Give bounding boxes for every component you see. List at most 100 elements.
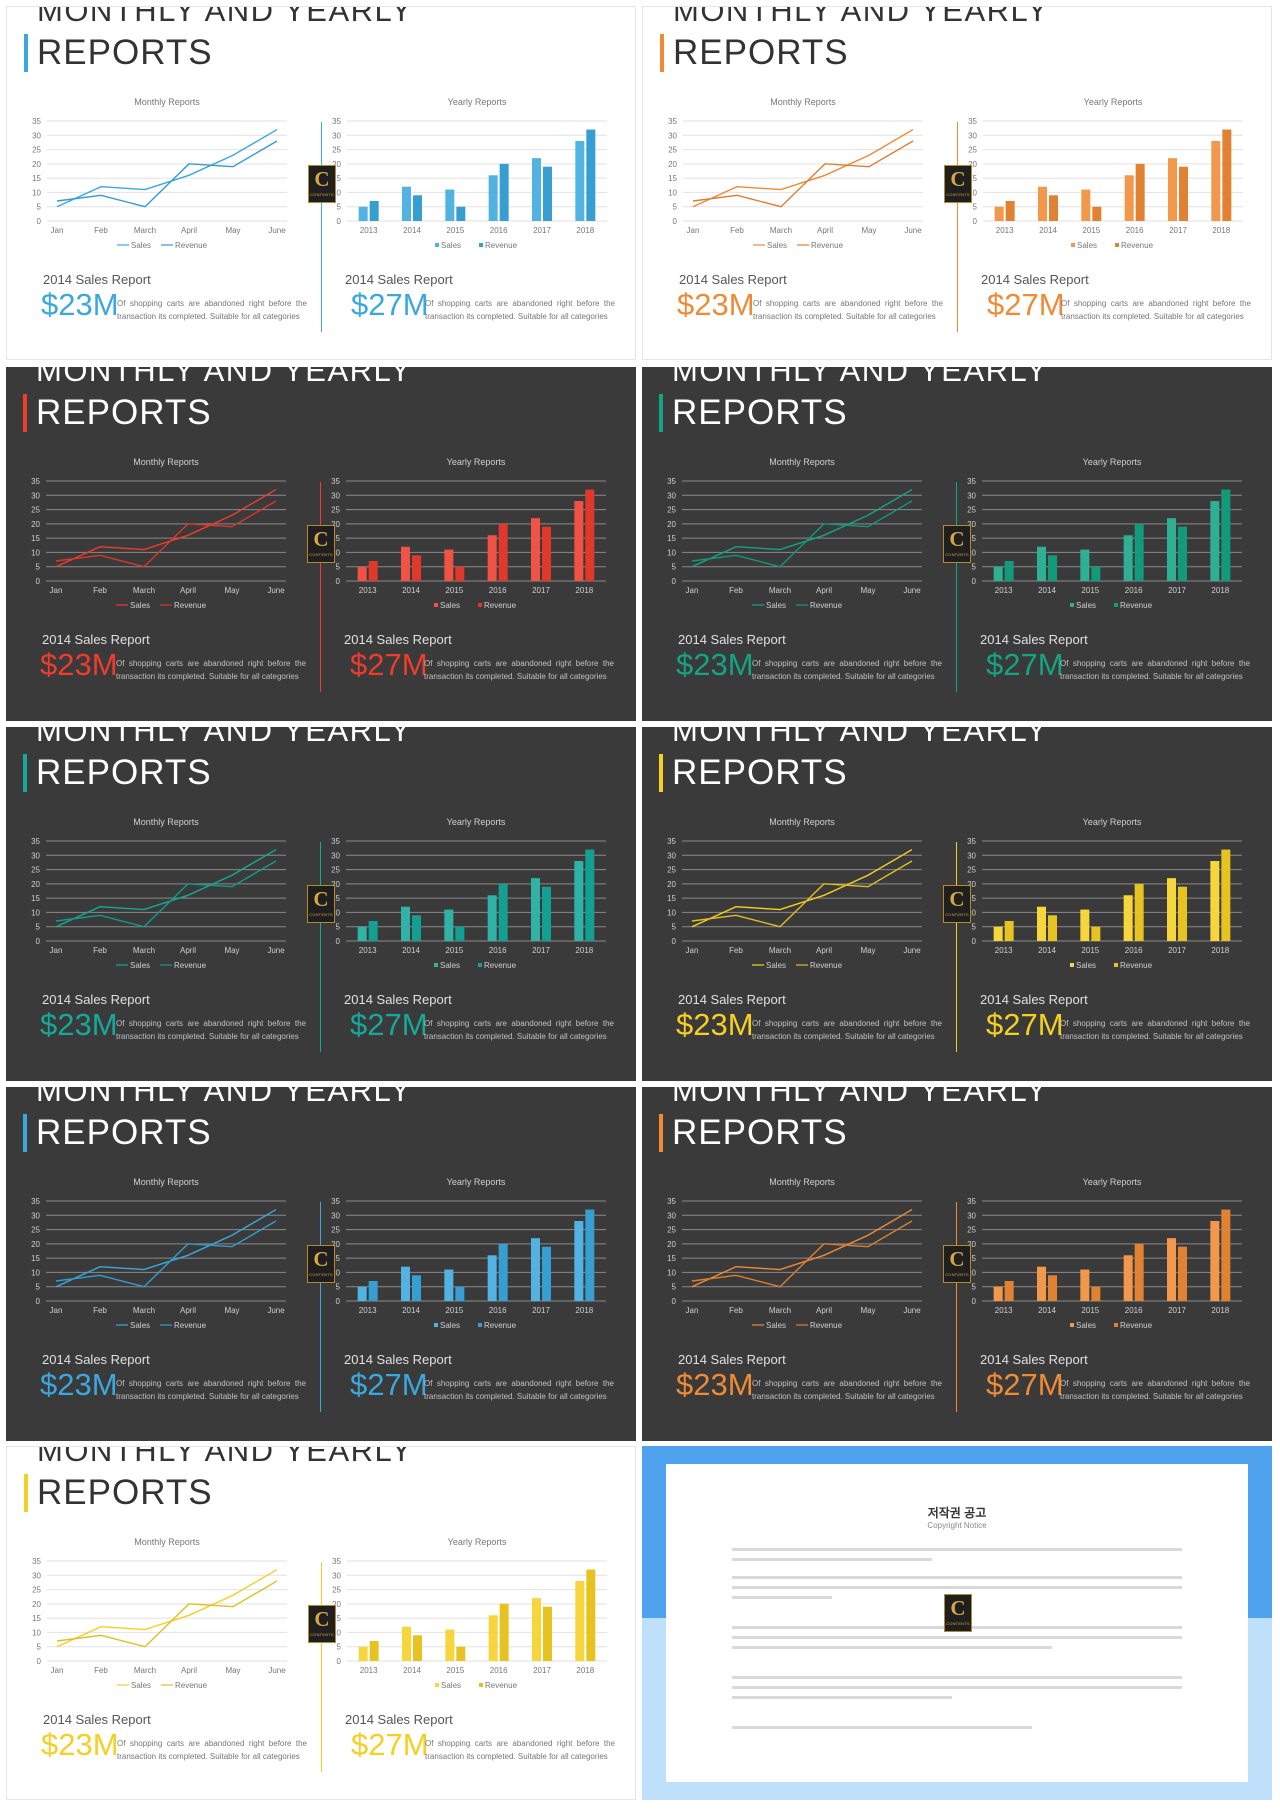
y-tick-label: 25 bbox=[967, 1226, 976, 1235]
logo-word: CONTENTS bbox=[309, 1272, 333, 1277]
chart-title: Yearly Reports bbox=[1083, 817, 1142, 827]
x-tick-label: 2017 bbox=[1168, 586, 1186, 595]
y-tick-label: 25 bbox=[32, 146, 41, 155]
chart-title: Yearly Reports bbox=[447, 457, 506, 467]
x-tick-label: Feb bbox=[93, 586, 107, 595]
y-tick-label: 5 bbox=[337, 1643, 342, 1652]
x-tick-label: 2015 bbox=[445, 586, 463, 595]
chart-title: Yearly Reports bbox=[1084, 97, 1143, 107]
x-tick-label: May bbox=[860, 586, 875, 595]
x-tick-label: April bbox=[180, 1306, 196, 1315]
legend-swatch bbox=[1071, 243, 1075, 247]
y-tick-label: 10 bbox=[332, 1628, 341, 1637]
y-tick-label: 30 bbox=[32, 131, 41, 140]
x-tick-label: Jan bbox=[50, 586, 63, 595]
y-tick-label: 0 bbox=[336, 1297, 341, 1306]
y-tick-label: 20 bbox=[32, 160, 41, 169]
bar-sales bbox=[401, 546, 410, 581]
bar-sales bbox=[1123, 895, 1133, 941]
x-tick-label: May bbox=[225, 1666, 240, 1675]
x-tick-label: 2013 bbox=[359, 946, 377, 955]
left-description: Of shopping carts are abandoned right be… bbox=[752, 1019, 942, 1041]
left-report-title: 2014 Sales Report bbox=[42, 1352, 150, 1367]
bar-revenue bbox=[368, 1281, 378, 1301]
y-tick-label: 25 bbox=[331, 866, 340, 875]
line-series-sales bbox=[691, 848, 913, 928]
y-tick-label: 25 bbox=[667, 866, 676, 875]
y-tick-label: 25 bbox=[32, 1586, 41, 1595]
bar-sales bbox=[357, 926, 367, 941]
y-tick-label: 20 bbox=[667, 880, 676, 889]
left-description: Of shopping carts are abandoned right be… bbox=[117, 299, 307, 321]
bar-sales bbox=[444, 1269, 454, 1301]
contents-logo: C CONTENTS bbox=[308, 165, 336, 203]
left-report-title: 2014 Sales Report bbox=[42, 992, 150, 1007]
logo-word: CONTENTS bbox=[945, 1272, 969, 1277]
y-tick-label: 15 bbox=[331, 1254, 340, 1263]
title-accent-bar bbox=[23, 754, 27, 792]
y-tick-label: 30 bbox=[31, 491, 40, 500]
bar-sales bbox=[575, 141, 585, 221]
report-slide: MONTHLY AND YEARLY REPORTS 0 5 10 15 20 25 30 35 M… bbox=[642, 727, 1272, 1081]
bar-sales bbox=[1037, 906, 1046, 941]
bar-sales bbox=[445, 189, 455, 221]
bar-revenue bbox=[413, 1635, 422, 1661]
y-tick-label: 30 bbox=[668, 131, 677, 140]
y-tick-label: 10 bbox=[32, 1628, 41, 1637]
line-series-revenue bbox=[56, 1580, 278, 1648]
chart-title: Monthly Reports bbox=[133, 817, 199, 827]
logo-letter: C bbox=[949, 527, 965, 551]
notice-body-text bbox=[732, 1548, 1182, 1729]
line-series-revenue bbox=[55, 860, 277, 928]
x-tick-label: 2013 bbox=[996, 226, 1014, 235]
logo-letter: C bbox=[314, 1607, 330, 1631]
y-tick-label: 0 bbox=[672, 1297, 677, 1306]
bar-revenue bbox=[455, 926, 465, 941]
legend-swatch bbox=[1114, 603, 1118, 607]
notice-card: 저작권 공고 Copyright Notice C CONTENTS bbox=[666, 1464, 1248, 1782]
logo-word: CONTENTS bbox=[945, 552, 969, 557]
y-tick-label: 10 bbox=[332, 188, 341, 197]
x-tick-label: 2013 bbox=[360, 226, 378, 235]
bar-revenue bbox=[412, 555, 421, 581]
charts-area: 0 5 10 15 20 25 30 35 Monthly Reports Jan Feb March… bbox=[667, 817, 1242, 970]
x-tick-label: 2015 bbox=[445, 946, 463, 955]
charts-area: 0 5 10 15 20 25 30 35 Monthly Reports Jan Feb March… bbox=[32, 1537, 607, 1690]
y-tick-label: 15 bbox=[967, 1254, 976, 1263]
x-tick-label: June bbox=[268, 226, 286, 235]
legend-label-sales: Sales bbox=[441, 1681, 461, 1690]
y-tick-label: 35 bbox=[967, 1197, 976, 1206]
legend-label-sales: Sales bbox=[440, 1321, 460, 1330]
bar-sales bbox=[531, 518, 540, 581]
x-tick-label: 2017 bbox=[533, 1666, 551, 1675]
x-tick-label: April bbox=[180, 586, 196, 595]
bar-revenue bbox=[1092, 206, 1102, 221]
contents-logo: C CONTENTS bbox=[307, 1245, 335, 1283]
legend-swatch bbox=[1070, 1323, 1074, 1327]
y-tick-label: 10 bbox=[331, 908, 340, 917]
charts-area: 0 5 10 15 20 25 30 35 Monthly Reports Jan Feb March… bbox=[31, 457, 606, 610]
bar-sales bbox=[574, 861, 584, 941]
y-tick-label: 15 bbox=[967, 534, 976, 543]
legend-label-sales: Sales bbox=[440, 961, 460, 970]
slide-title-line1: MONTHLY AND YEARLY bbox=[36, 367, 413, 388]
bar-sales bbox=[1210, 501, 1220, 581]
right-description: Of shopping carts are abandoned right be… bbox=[1060, 659, 1250, 681]
x-tick-label: 2017 bbox=[532, 586, 550, 595]
bar-revenue bbox=[1134, 1243, 1144, 1301]
y-tick-label: 0 bbox=[972, 577, 977, 586]
y-tick-label: 25 bbox=[332, 1586, 341, 1595]
y-tick-label: 15 bbox=[31, 534, 40, 543]
center-divider bbox=[320, 1202, 321, 1412]
x-tick-label: 2015 bbox=[1081, 1306, 1099, 1315]
title-accent-bar bbox=[24, 1474, 28, 1512]
bar-sales bbox=[1210, 861, 1220, 941]
legend-label-sales: Sales bbox=[766, 601, 786, 610]
bar-sales bbox=[358, 1646, 368, 1661]
chart-title: Monthly Reports bbox=[770, 97, 836, 107]
x-tick-label: Jan bbox=[686, 946, 699, 955]
right-description: Of shopping carts are abandoned right be… bbox=[1060, 1379, 1250, 1401]
contents-logo: C CONTENTS bbox=[307, 885, 335, 923]
bar-sales bbox=[993, 1286, 1003, 1301]
y-tick-label: 5 bbox=[972, 563, 977, 572]
